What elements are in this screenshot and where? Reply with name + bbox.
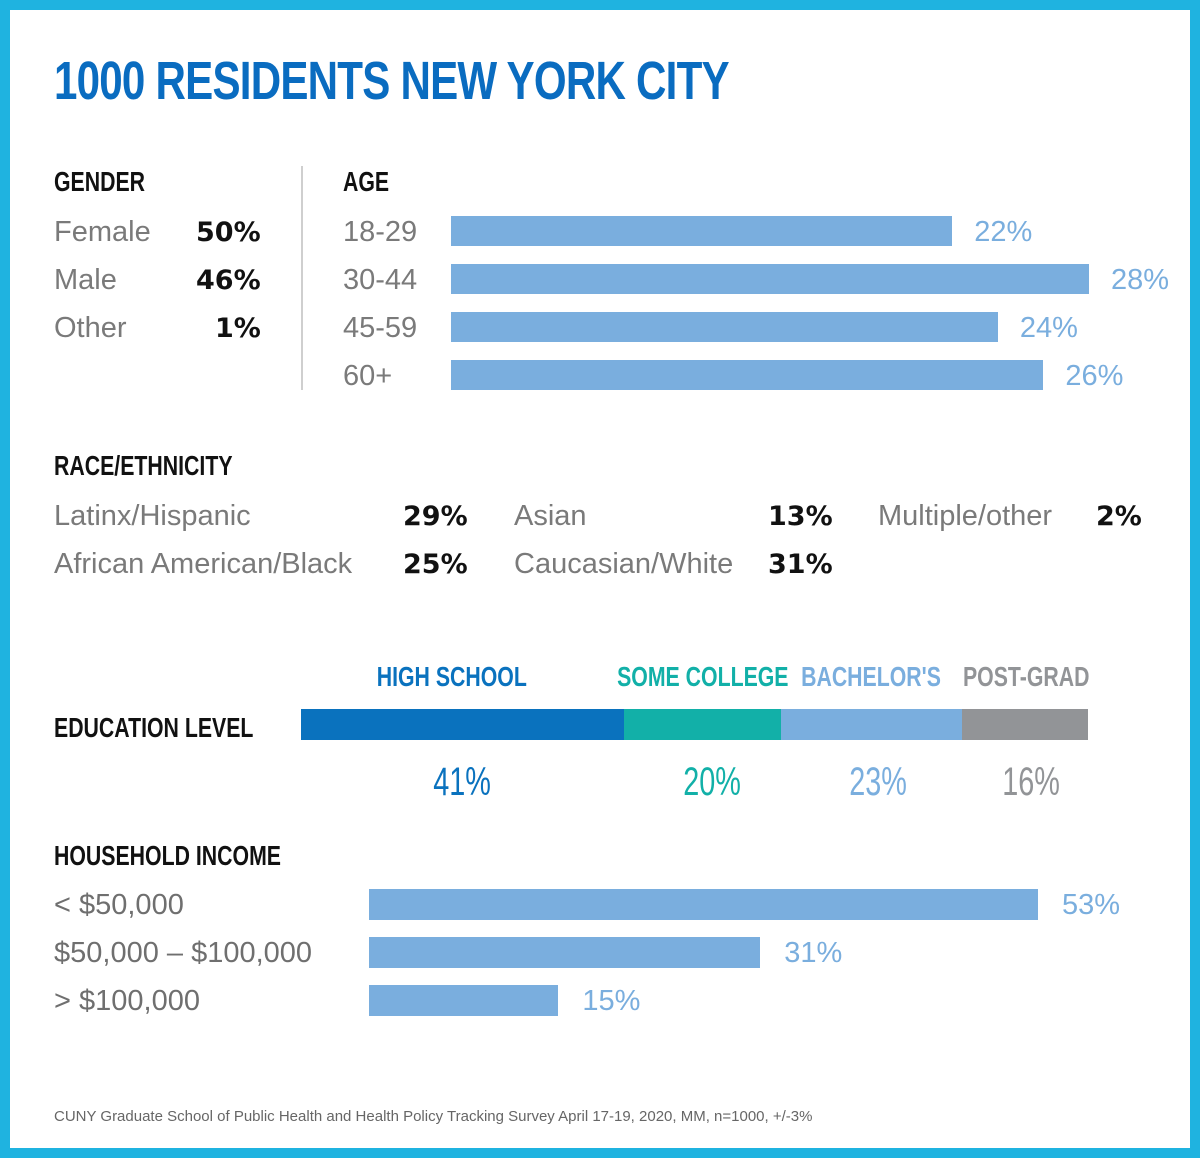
- gender-label-male: Male: [54, 264, 117, 296]
- race-value-latinx: 29%: [403, 501, 468, 532]
- education-pct-post-grad: 16%: [1002, 760, 1060, 804]
- age-pct-60-plus: 26%: [1065, 360, 1124, 392]
- education-segment-some-college: [623, 709, 782, 740]
- age-pct-18-29: 22%: [974, 216, 1033, 248]
- education-pct-some-college: 20%: [683, 760, 742, 804]
- education-label-high-school: HIGH SCHOOL: [377, 661, 528, 692]
- race-label-multiple: Multiple/other: [878, 500, 1053, 532]
- age-heading: AGE: [343, 166, 390, 197]
- education-pct-bachelors: 23%: [848, 760, 907, 804]
- education-label-some-college: SOME COLLEGE: [617, 661, 789, 692]
- income-bar-under-50k: [369, 889, 1038, 920]
- gender-label-other: Other: [54, 312, 127, 344]
- education-heading: EDUCATION LEVEL: [54, 712, 254, 743]
- age-label-45-59: 45-59: [343, 312, 418, 344]
- income-bar-50k-100k: [369, 937, 761, 968]
- education-pct-high-school: 41%: [433, 760, 492, 804]
- section-divider: [301, 166, 303, 390]
- race-label-latinx: Latinx/Hispanic: [54, 500, 251, 532]
- gender-label-female: Female: [54, 216, 151, 248]
- income-heading: HOUSEHOLD INCOME: [54, 840, 282, 871]
- education-label-bachelors: BACHELOR'S: [800, 661, 941, 692]
- education-segment-bachelors: [781, 709, 963, 740]
- gender-value-other: 1%: [215, 313, 261, 344]
- race-label-asian: Asian: [514, 500, 587, 532]
- race-value-asian: 13%: [768, 501, 833, 532]
- race-value-white: 31%: [768, 549, 833, 580]
- income-label-50k-100k: $50,000 – $100,000: [54, 937, 313, 969]
- race-value-black: 25%: [403, 549, 468, 580]
- age-pct-30-44: 28%: [1111, 264, 1170, 296]
- race-label-black: African American/Black: [54, 548, 353, 580]
- income-pct-50k-100k: 31%: [784, 937, 843, 969]
- page-title: 1000 RESIDENTS NEW YORK CITY: [54, 51, 730, 111]
- education-segment-high-school: [301, 709, 624, 740]
- education-label-post-grad: POST-GRAD: [963, 661, 1090, 692]
- age-bar-60-plus: [451, 360, 1044, 390]
- income-pct-over-100k: 15%: [582, 985, 641, 1017]
- race-heading: RACE/ETHNICITY: [54, 450, 233, 481]
- age-label-18-29: 18-29: [343, 216, 418, 248]
- age-bar-45-59: [451, 312, 998, 342]
- income-bar-over-100k: [369, 985, 559, 1016]
- age-bar-18-29: [451, 216, 953, 246]
- source-note: CUNY Graduate School of Public Health an…: [54, 1108, 813, 1125]
- gender-value-male: 46%: [196, 265, 261, 296]
- age-label-60-plus: 60+: [343, 360, 393, 392]
- income-pct-under-50k: 53%: [1062, 889, 1121, 921]
- gender-value-female: 50%: [196, 217, 261, 248]
- age-label-30-44: 30-44: [343, 264, 418, 296]
- income-label-over-100k: > $100,000: [54, 985, 200, 1017]
- age-bar-30-44: [451, 264, 1089, 294]
- education-segment-post-grad: [962, 709, 1088, 740]
- age-pct-45-59: 24%: [1019, 312, 1078, 344]
- income-label-under-50k: < $50,000: [54, 889, 184, 921]
- gender-heading: GENDER: [54, 166, 146, 197]
- race-label-white: Caucasian/White: [514, 548, 734, 580]
- race-value-multiple: 2%: [1096, 501, 1142, 532]
